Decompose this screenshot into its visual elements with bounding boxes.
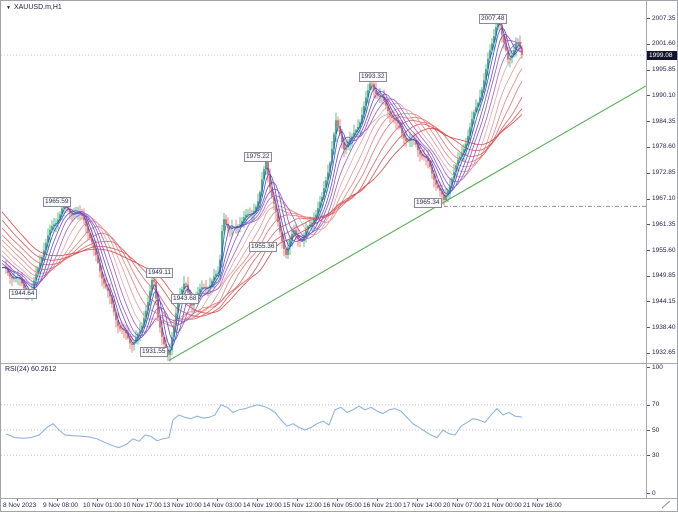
time-axis[interactable]: 8 Nov 2023 9 Nov 08:00 10 Nov 01:00 10 Nov … xyxy=(1,499,677,511)
swing-price-label: 1949.11 xyxy=(146,268,174,278)
time-axis-tick xyxy=(97,499,98,501)
rsi-value-axis[interactable]: 100 70 50 30 0 xyxy=(647,364,677,498)
price-axis-tick xyxy=(647,173,650,174)
time-axis-label: 13 Nov 10:00 xyxy=(163,502,202,509)
swing-price-label: 1931.55 xyxy=(140,347,168,357)
price-axis-tick xyxy=(647,95,650,96)
swing-price-label: 2007.48 xyxy=(479,14,507,24)
price-axis-separator xyxy=(646,1,647,498)
rsi-indicator-label: RSI(24) 60.2612 xyxy=(5,366,57,373)
price-axis-tick xyxy=(647,121,650,122)
price-axis-tick xyxy=(647,353,650,354)
time-axis-label: 17 Nov 14:00 xyxy=(403,502,442,509)
price-axis-label: 1955.60 xyxy=(652,247,676,254)
rsi-axis-label: 70 xyxy=(652,401,660,408)
rsi-axis-tick xyxy=(647,405,650,406)
price-axis-label: 1944.15 xyxy=(652,298,676,305)
swing-price-label: 1993.32 xyxy=(359,72,387,82)
panel-separator[interactable] xyxy=(1,363,677,364)
price-axis-label: 2007.35 xyxy=(652,15,676,22)
price-axis-label: 1938.40 xyxy=(652,324,676,331)
price-chart-canvas[interactable] xyxy=(1,1,646,363)
time-axis-label: 10 Nov 01:00 xyxy=(83,502,122,509)
price-axis-label: 1978.60 xyxy=(652,143,676,150)
symbol-period-text: XAUUSD.m,H1 xyxy=(13,4,62,11)
rsi-canvas[interactable] xyxy=(1,364,646,498)
price-axis-tick xyxy=(647,44,650,45)
rsi-axis-tick xyxy=(647,455,650,456)
time-axis-tick xyxy=(457,499,458,501)
price-axis-label: 1932.65 xyxy=(652,349,676,356)
time-axis-label: 14 Nov 19:00 xyxy=(243,502,282,509)
swing-price-label: 1965.59 xyxy=(43,197,71,207)
price-axis-tick xyxy=(647,224,650,225)
time-axis-tick xyxy=(497,499,498,501)
price-axis-tick xyxy=(647,276,650,277)
price-axis-label: 1972.85 xyxy=(652,169,676,176)
time-axis-label: 9 Nov 08:00 xyxy=(43,502,79,509)
time-axis-label: 21 Nov 00:00 xyxy=(483,502,522,509)
rsi-axis-tick xyxy=(647,493,650,494)
time-axis-separator xyxy=(1,498,677,499)
current-price-tag: 1999.08 xyxy=(647,51,677,60)
rsi-axis-label: 0 xyxy=(652,490,656,497)
price-axis-label: 1990.10 xyxy=(652,92,676,99)
swing-price-label: 1965.34 xyxy=(414,198,442,208)
swing-price-label: 1943.68 xyxy=(171,294,199,304)
rsi-axis-tick xyxy=(647,367,650,368)
time-axis-tick xyxy=(377,499,378,501)
swing-price-label: 1955.36 xyxy=(249,242,277,252)
time-axis-tick xyxy=(537,499,538,501)
time-axis-tick xyxy=(17,499,18,501)
rsi-axis-label: 30 xyxy=(652,452,660,459)
time-axis-tick xyxy=(137,499,138,501)
time-axis-tick xyxy=(417,499,418,501)
rsi-axis-tick xyxy=(647,430,650,431)
price-axis-tick xyxy=(647,250,650,251)
price-axis-label: 1995.85 xyxy=(652,66,676,73)
price-axis-label: 1949.85 xyxy=(652,272,676,279)
time-axis-tick xyxy=(217,499,218,501)
price-axis-label: 2001.60 xyxy=(652,40,676,47)
price-axis-tick xyxy=(647,301,650,302)
price-axis-tick xyxy=(647,327,650,328)
time-axis-tick xyxy=(297,499,298,501)
price-axis-tick xyxy=(647,70,650,71)
rsi-axis-label: 50 xyxy=(652,427,660,434)
time-axis-tick xyxy=(57,499,58,501)
time-axis-label: 16 Nov 05:00 xyxy=(323,502,362,509)
time-axis-label: 21 Nov 16:00 xyxy=(523,502,562,509)
time-axis-tick xyxy=(257,499,258,501)
price-axis-label: 1967.10 xyxy=(652,195,676,202)
swing-price-label: 1975.22 xyxy=(244,152,272,162)
time-axis-label: 20 Nov 07:00 xyxy=(443,502,482,509)
price-axis-label: 1984.35 xyxy=(652,118,676,125)
time-axis-tick xyxy=(177,499,178,501)
time-axis-label: 15 Nov 12:00 xyxy=(283,502,322,509)
price-axis-label: 1961.35 xyxy=(652,221,676,228)
swing-price-label: 1944.64 xyxy=(9,289,37,299)
symbol-label: ▼ XAUUSD.m,H1 xyxy=(6,4,62,12)
time-axis-label: 8 Nov 2023 xyxy=(3,502,37,509)
price-axis-tick xyxy=(647,18,650,19)
time-axis-tick xyxy=(337,499,338,501)
price-axis-tick xyxy=(647,199,650,200)
dropdown-icon[interactable]: ▼ xyxy=(6,4,11,11)
rsi-axis-label: 100 xyxy=(652,364,663,371)
time-axis-label: 14 Nov 03:00 xyxy=(203,502,242,509)
axis-corner-mark xyxy=(661,500,671,509)
price-axis-tick xyxy=(647,147,650,148)
time-axis-label: 16 Nov 21:00 xyxy=(363,502,402,509)
price-axis[interactable]: 2007.35 2001.60 1995.85 1990.10 1984.35 1978.… xyxy=(647,1,677,363)
time-axis-label: 10 Nov 17:00 xyxy=(123,502,162,509)
